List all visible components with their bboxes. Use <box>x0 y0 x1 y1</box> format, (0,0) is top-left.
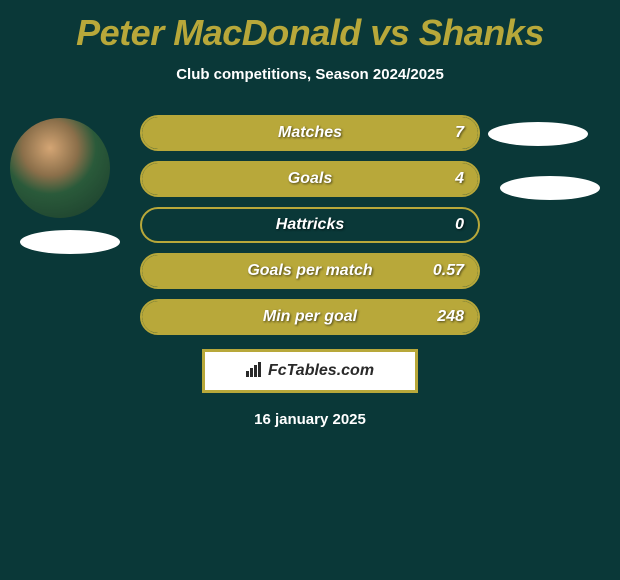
player-avatar <box>10 118 110 218</box>
stat-label: Hattricks <box>276 216 344 234</box>
stat-row-goals: Goals 4 <box>140 161 480 197</box>
stat-value: 0 <box>455 216 464 234</box>
decorative-oval-left <box>20 230 120 254</box>
stat-value: 0.57 <box>433 262 464 280</box>
stat-value: 4 <box>455 170 464 188</box>
stats-container: Matches 7 Goals 4 Hattricks 0 Goals per … <box>140 113 480 335</box>
brand-box[interactable]: FcTables.com <box>202 349 418 393</box>
stat-value: 7 <box>455 124 464 142</box>
chart-icon <box>246 361 264 382</box>
stat-row-matches: Matches 7 <box>140 115 480 151</box>
decorative-oval-right-2 <box>500 176 600 200</box>
brand-label: FcTables.com <box>268 362 374 380</box>
brand-text: FcTables.com <box>246 361 374 382</box>
page-title: Peter MacDonald vs Shanks <box>0 0 620 54</box>
stat-row-hattricks: Hattricks 0 <box>140 207 480 243</box>
stat-label: Matches <box>278 124 342 142</box>
subtitle: Club competitions, Season 2024/2025 <box>0 66 620 83</box>
date-text: 16 january 2025 <box>0 411 620 428</box>
stat-value: 248 <box>437 308 464 326</box>
decorative-oval-right-1 <box>488 122 588 146</box>
stat-row-goals-per-match: Goals per match 0.57 <box>140 253 480 289</box>
stat-label: Goals per match <box>247 262 372 280</box>
stat-label: Min per goal <box>263 308 357 326</box>
stat-row-min-per-goal: Min per goal 248 <box>140 299 480 335</box>
stat-label: Goals <box>288 170 332 188</box>
content-area: Matches 7 Goals 4 Hattricks 0 Goals per … <box>0 113 620 428</box>
